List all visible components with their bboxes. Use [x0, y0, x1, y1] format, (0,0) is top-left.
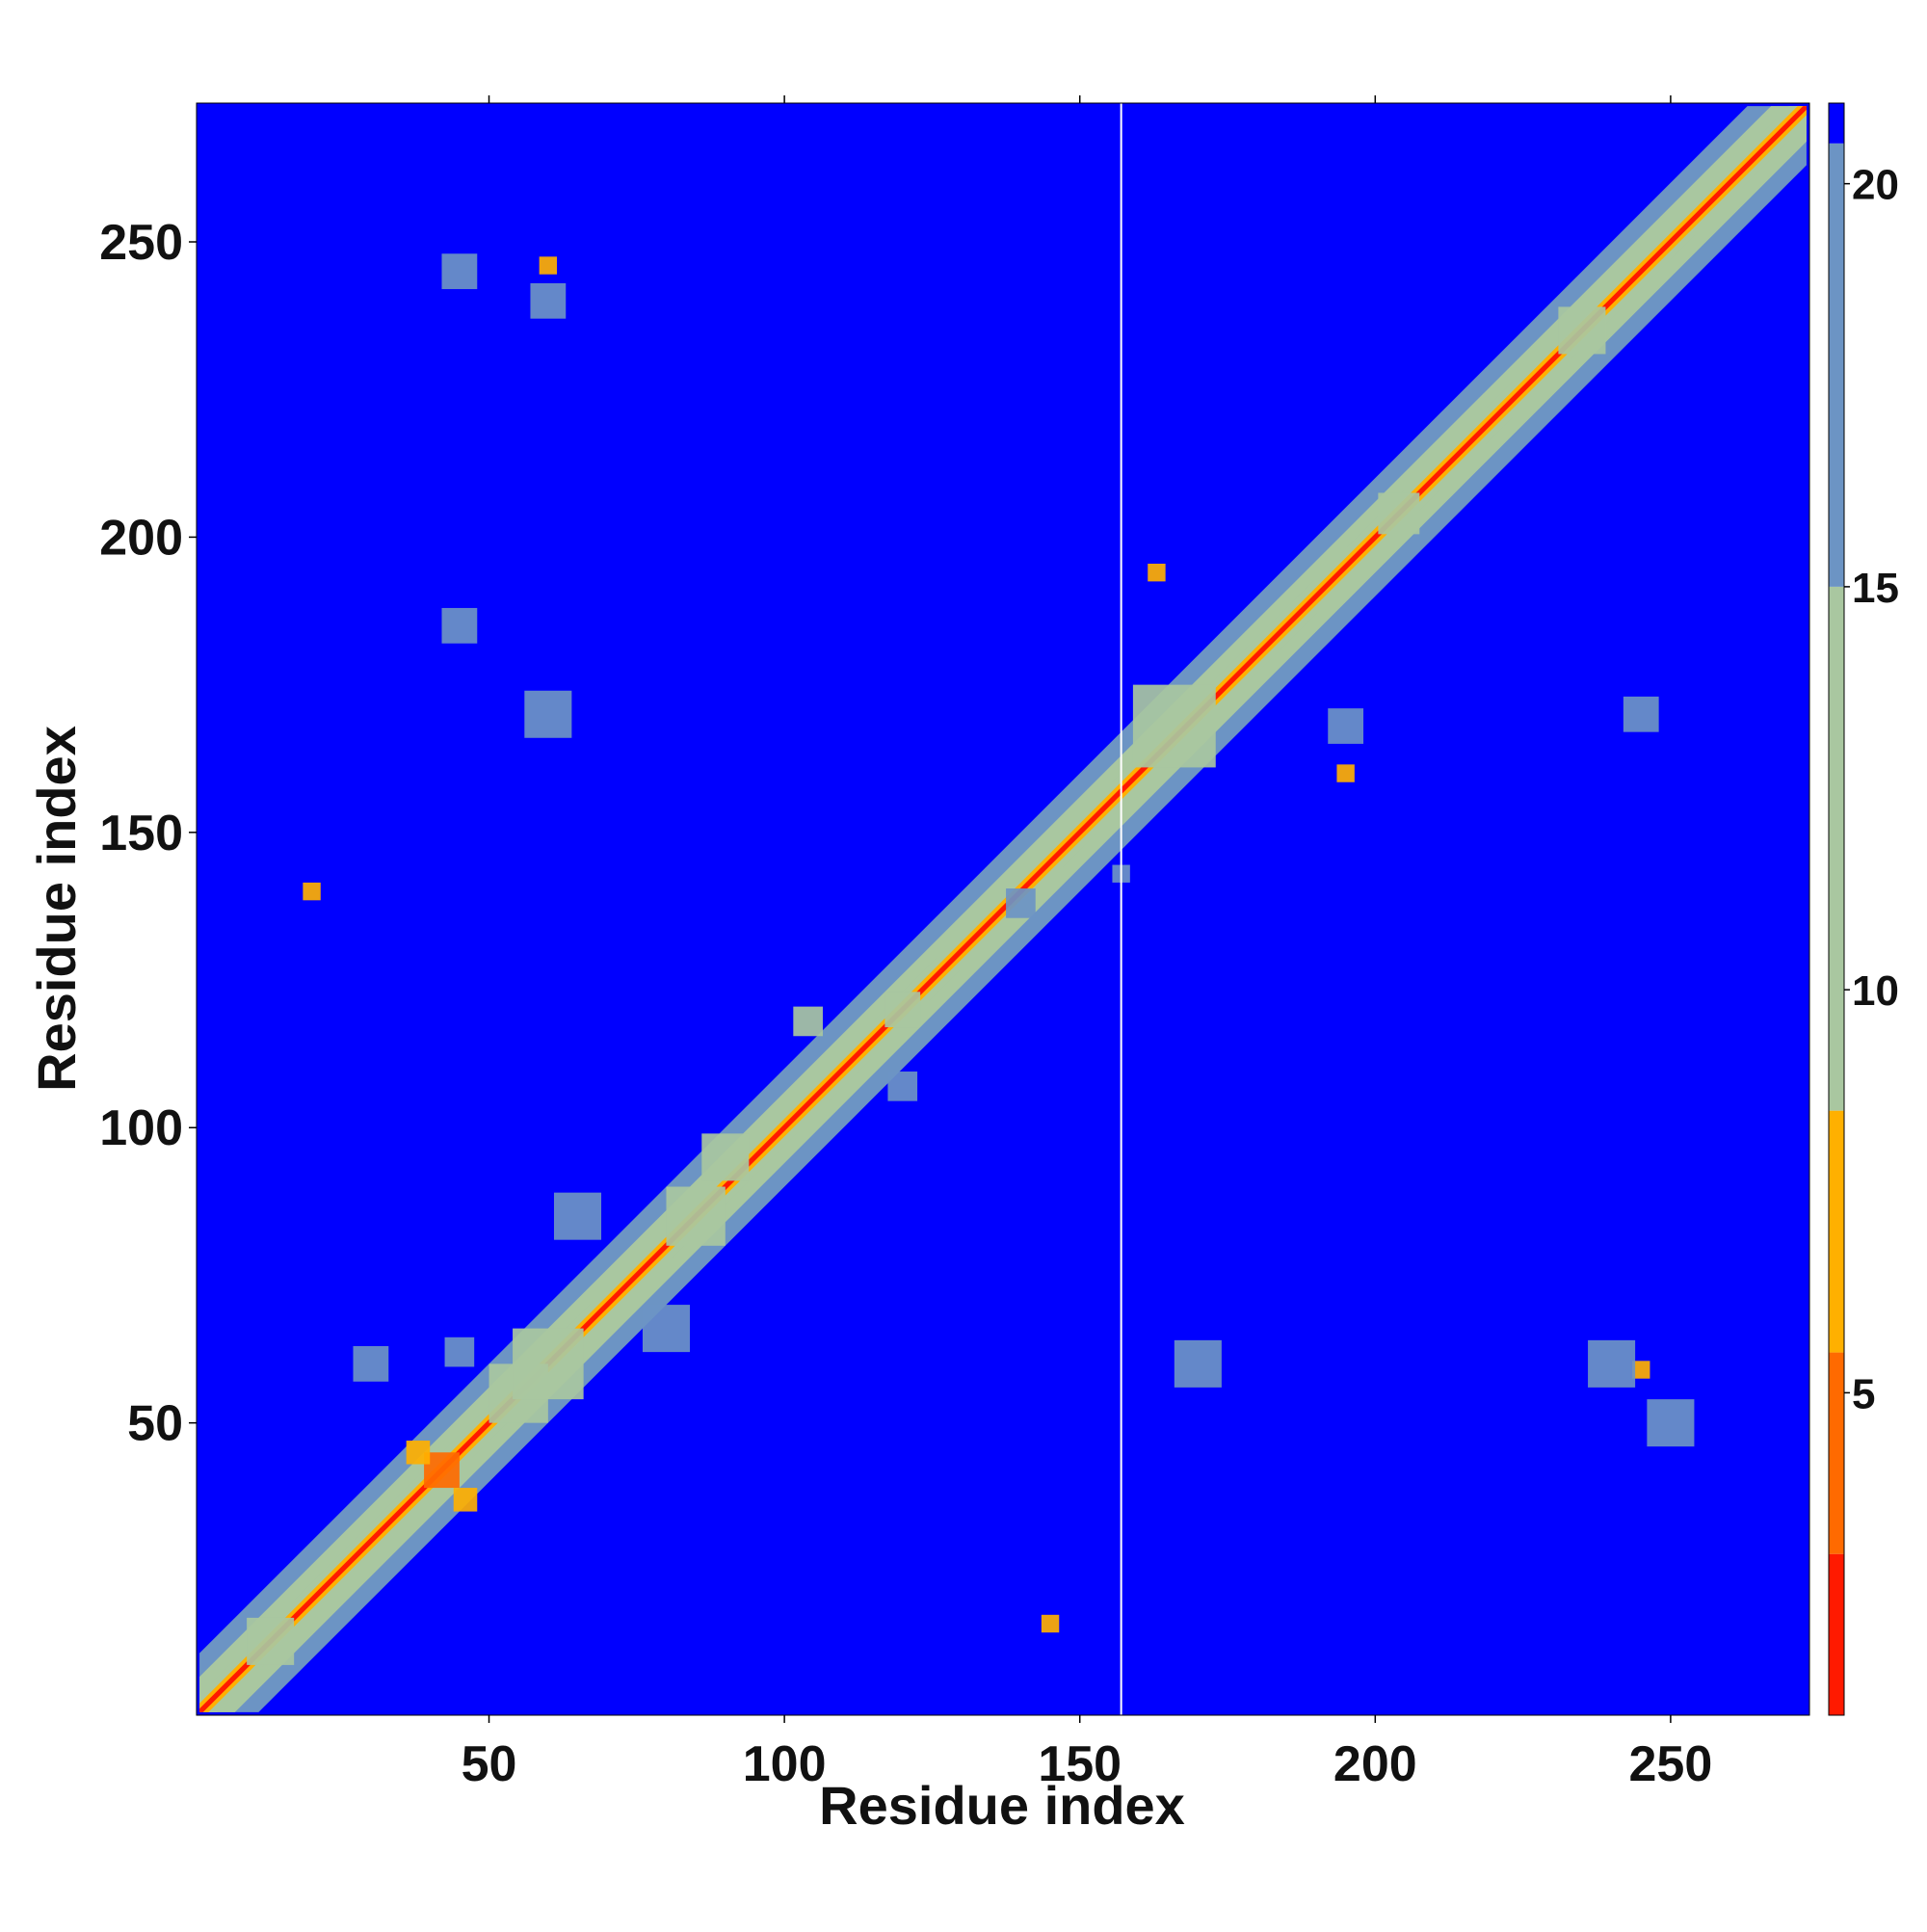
- x-axis-title: Residue index: [819, 1775, 1185, 1836]
- x-tick-label: 50: [462, 1736, 517, 1792]
- contact-patch: [642, 1305, 691, 1353]
- y-tick-label: 50: [127, 1396, 183, 1452]
- contact-patch: [884, 992, 921, 1028]
- contact-patch: [441, 607, 478, 644]
- contact-patch: [353, 1345, 389, 1382]
- contact-patch: [1174, 1339, 1222, 1388]
- contact-patch: [793, 1006, 823, 1037]
- contact-patch: [1336, 764, 1355, 782]
- contact-patch: [1328, 708, 1364, 744]
- contact-patch: [453, 1488, 478, 1512]
- colorbar-segment: [1829, 1110, 1844, 1353]
- contact-patch: [1132, 684, 1216, 768]
- colorbar-segment: [1829, 586, 1844, 1111]
- colorbar-tick-label: 10: [1852, 967, 1899, 1015]
- colorbar-segment: [1829, 1553, 1844, 1715]
- heatmap-layer: [197, 103, 1809, 1715]
- x-tick-label: 250: [1629, 1736, 1713, 1792]
- contact-patch: [1041, 1614, 1060, 1633]
- contact-patch: [1647, 1399, 1695, 1447]
- colorbar-layer: 5 10 15 20: [1828, 102, 1899, 1716]
- contact-patch: [303, 882, 321, 901]
- colorbar-segment: [1829, 1352, 1844, 1554]
- y-axis-title: Residue index: [26, 726, 87, 1092]
- contact-patch: [406, 1441, 431, 1465]
- contact-patch: [539, 256, 558, 275]
- x-tick-label: 200: [1333, 1736, 1417, 1792]
- colorbar-frame: [1828, 102, 1845, 1716]
- axes-layer: 50 100 150 200 250 50 100 150 200 250: [99, 95, 1810, 1792]
- y-tick-label: 250: [99, 215, 183, 271]
- contact-patch: [1006, 888, 1036, 918]
- contact-patch: [513, 1328, 584, 1400]
- colorbar-tick-label: 15: [1852, 565, 1899, 612]
- contact-patch: [247, 1617, 295, 1665]
- contact-patch: [530, 282, 567, 319]
- contact-patch: [1623, 696, 1659, 732]
- contact-patch: [553, 1192, 602, 1240]
- contact-patch: [524, 690, 572, 738]
- contact-patch: [1558, 306, 1606, 355]
- plot-frame: [196, 102, 1810, 1716]
- y-tick-label: 200: [99, 510, 183, 566]
- contact-patch: [1148, 564, 1166, 582]
- y-tick-label: 150: [99, 806, 183, 861]
- x-tick-label: 100: [743, 1736, 827, 1792]
- y-tick-label: 100: [99, 1100, 183, 1156]
- contact-patch: [441, 253, 478, 290]
- colorbar-segment: [1829, 143, 1844, 587]
- colorbar-segment: [1829, 103, 1844, 144]
- contact-patch: [1588, 1339, 1636, 1388]
- contact-patch: [701, 1133, 750, 1181]
- contact-patch: [424, 1452, 460, 1489]
- contact-patch: [1378, 492, 1420, 535]
- contact-patch: [887, 1072, 918, 1101]
- contact-patch: [444, 1337, 475, 1367]
- contact-patch: [666, 1186, 726, 1246]
- x-tick-label: 150: [1038, 1736, 1122, 1792]
- colorbar-tick-label: 20: [1852, 162, 1899, 209]
- colorbar-tick-label: 5: [1852, 1370, 1875, 1417]
- contact-patch: [1632, 1361, 1650, 1379]
